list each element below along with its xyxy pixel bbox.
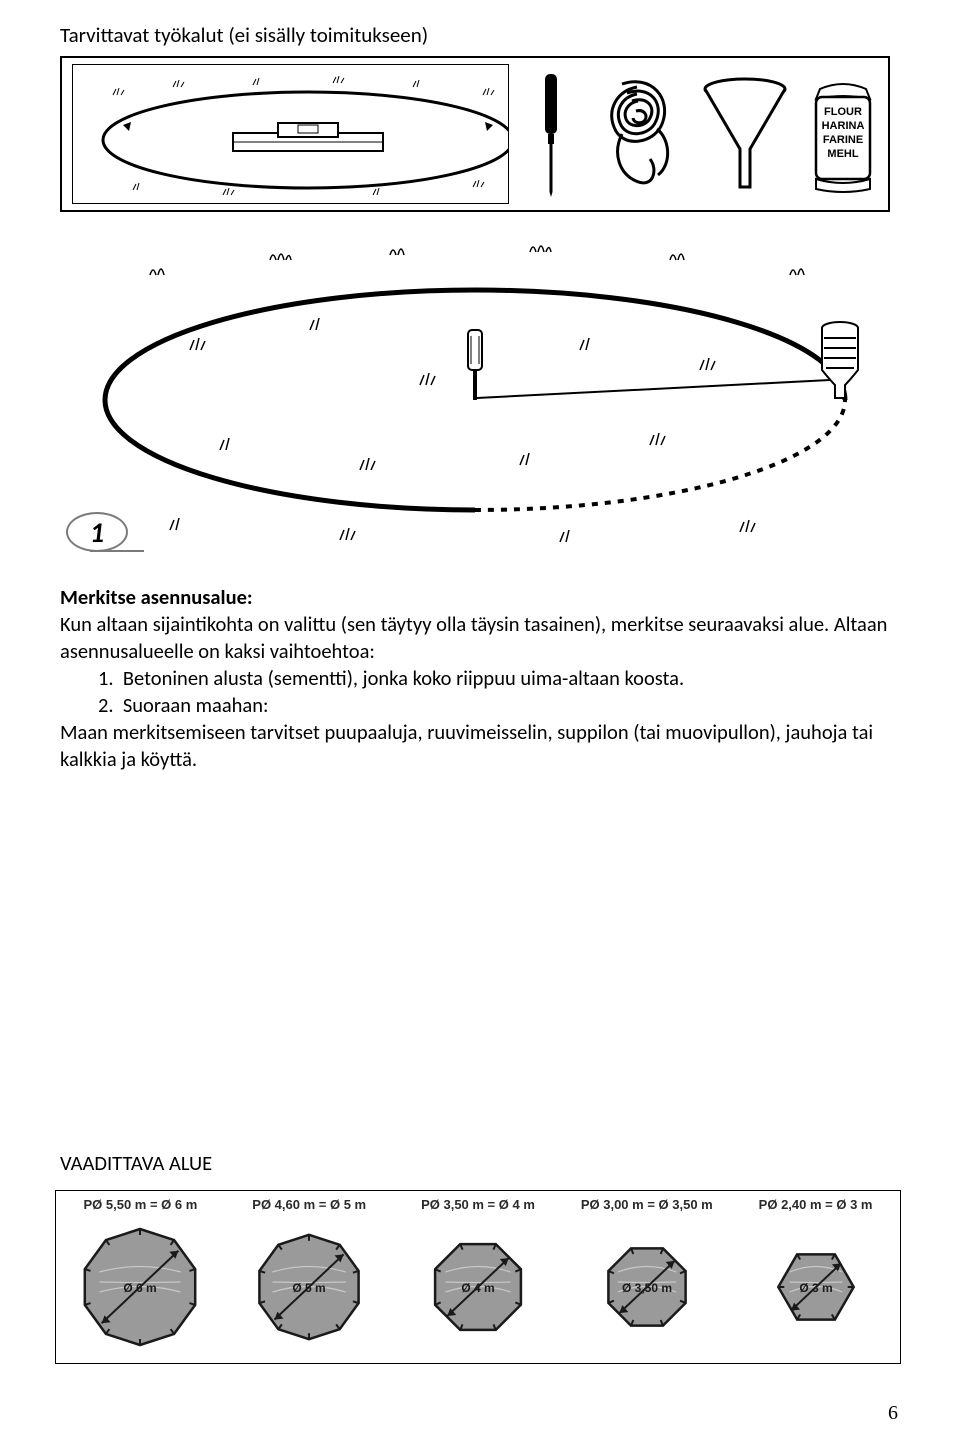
level-ground-illustration (72, 64, 509, 204)
svg-text:Ø 4 m: Ø 4 m (461, 1281, 494, 1295)
instructions-heading: Merkitse asennusalue: (60, 584, 900, 611)
instructions-li2: 2. Suoraan maahan: (60, 692, 900, 719)
svg-text:Ø 6 m: Ø 6 m (124, 1281, 157, 1295)
step-number-badge: 1 (66, 512, 128, 552)
polygon-shape: Ø 6 m (75, 1222, 205, 1352)
polygon-shape: Ø 4 m (413, 1222, 543, 1352)
svg-text:Ø 5 m: Ø 5 m (293, 1281, 326, 1295)
svg-text:FLOUR: FLOUR (824, 106, 862, 118)
tools-title: Tarvittavat työkalut (ei sisälly toimitu… (60, 22, 900, 48)
instructions-p2: Maan merkitsemiseen tarvitset puupaaluja… (60, 719, 900, 773)
size-label: PØ 5,50 m = Ø 6 m (83, 1197, 197, 1212)
flour-bag-icon: FLOUR HARINA FARINE MEHL (808, 64, 878, 204)
svg-text:Ø 3,50 m: Ø 3,50 m (622, 1281, 672, 1295)
size-cell: PØ 3,00 m = Ø 3,50 m Ø 3,50 m (562, 1191, 731, 1363)
sizes-table: PØ 5,50 m = Ø 6 m Ø 6 m PØ 4,60 m = Ø 5 m Ø… (55, 1190, 901, 1364)
required-area-title: VAADITTAVA ALUE (60, 1150, 212, 1176)
polygon-shape: Ø 5 m (244, 1222, 374, 1352)
size-label: PØ 3,50 m = Ø 4 m (421, 1197, 535, 1212)
instructions-li1: 1. Betoninen alusta (sementti), jonka ko… (60, 665, 900, 692)
svg-text:Ø 3 m: Ø 3 m (799, 1281, 832, 1295)
svg-text:FARINE: FARINE (823, 134, 863, 146)
size-label: PØ 3,00 m = Ø 3,50 m (581, 1197, 713, 1212)
polygon-shape: Ø 3,50 m (582, 1222, 712, 1352)
marking-area-illustration: 1 (60, 220, 890, 550)
size-label: PØ 2,40 m = Ø 3 m (759, 1197, 873, 1212)
svg-text:MEHL: MEHL (827, 148, 858, 160)
instructions-text: Merkitse asennusalue: Kun altaan sijaint… (60, 584, 900, 773)
page-number: 6 (888, 1402, 898, 1425)
size-cell: PØ 2,40 m = Ø 3 m Ø 3 m (731, 1191, 900, 1363)
rope-icon (592, 64, 682, 204)
instructions-p1: Kun altaan sijaintikohta on valittu (sen… (60, 611, 900, 665)
funnel-icon (700, 64, 790, 204)
size-label: PØ 4,60 m = Ø 5 m (252, 1197, 366, 1212)
size-cell: PØ 5,50 m = Ø 6 m Ø 6 m (56, 1191, 225, 1363)
screwdriver-icon (527, 64, 574, 204)
svg-text:HARINA: HARINA (822, 120, 865, 132)
polygon-shape: Ø 3 m (751, 1222, 881, 1352)
size-cell: PØ 3,50 m = Ø 4 m Ø 4 m (394, 1191, 563, 1363)
tools-box: FLOUR HARINA FARINE MEHL (60, 56, 890, 212)
size-cell: PØ 4,60 m = Ø 5 m Ø 5 m (225, 1191, 394, 1363)
